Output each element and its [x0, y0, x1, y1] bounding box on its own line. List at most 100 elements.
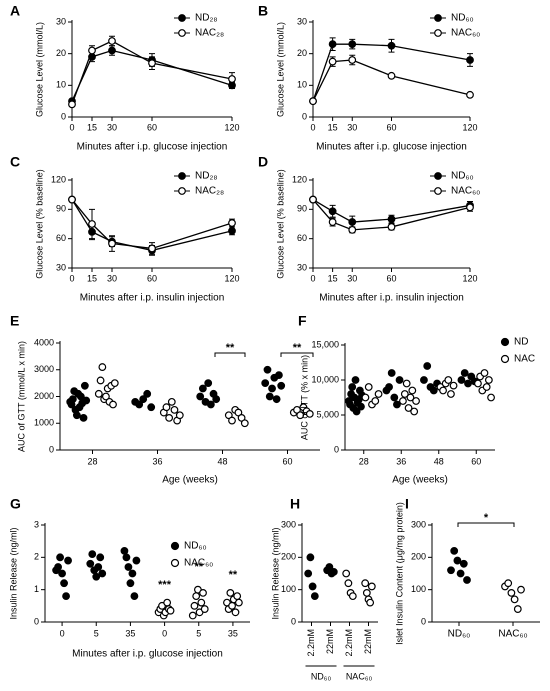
data-point [348, 40, 357, 49]
data-point [328, 40, 337, 49]
x-axis-label: Minutes after i.p. glucose injection [316, 142, 467, 153]
data-point [188, 611, 197, 620]
data-point [231, 608, 240, 617]
x-tick-label: 28 [87, 456, 97, 466]
data-point [460, 369, 469, 377]
x-tick-label: 60 [147, 273, 157, 283]
legend-marker [434, 172, 442, 180]
legend-marker [500, 354, 510, 364]
x-tick-label: 0 [60, 628, 65, 638]
data-point [400, 390, 409, 398]
y-tick-label: 90 [56, 204, 66, 214]
data-point [459, 559, 468, 568]
data-point [228, 219, 236, 227]
data-point [513, 605, 522, 613]
legend-label: ND [514, 337, 528, 348]
legend-label: ND₂₈ [195, 13, 217, 24]
y-tick-label: 60 [297, 233, 307, 243]
data-point [328, 207, 337, 216]
data-point [128, 569, 137, 578]
data-point [148, 244, 156, 253]
data-point [385, 383, 393, 391]
series-line [71, 199, 233, 250]
legend-label: ND₆₀ [451, 13, 474, 24]
data-point [466, 90, 474, 99]
data-point [342, 569, 351, 578]
data-point [429, 386, 438, 395]
data-point [484, 376, 493, 384]
data-point [275, 371, 283, 380]
y-tick-label: 2000 [34, 391, 54, 401]
x-tick-label: 36 [152, 456, 162, 466]
y-tick-label: 2 [34, 552, 39, 562]
data-point [109, 400, 117, 409]
data-point [102, 392, 110, 401]
x-tick-label: 60 [147, 122, 157, 132]
data-point [364, 383, 373, 391]
data-point [108, 46, 116, 55]
data-point [310, 592, 319, 601]
panel-letter: C [10, 154, 20, 170]
data-point [308, 582, 317, 591]
data-point [234, 598, 243, 607]
x-tick-label: 0 [69, 273, 74, 283]
y-tick-label: 10 [56, 80, 66, 90]
data-point [199, 589, 207, 597]
y-tick-label: 1 [34, 584, 39, 594]
y-axis-label: Insulin Release (ng/ml) [270, 527, 280, 619]
y-tick-label: 100 [281, 584, 296, 594]
data-point [402, 379, 411, 388]
data-point [328, 57, 337, 66]
y-tick-label: 120 [292, 174, 307, 184]
data-point [212, 395, 221, 404]
y-tick-label: 20 [56, 48, 66, 58]
legend-marker [170, 558, 180, 568]
data-point [393, 400, 401, 409]
panel-letter: E [10, 313, 19, 329]
y-tick-label: 20 [297, 48, 307, 58]
x-tick-label: 120 [224, 122, 239, 132]
significance-label: *** [158, 579, 172, 591]
data-point [457, 376, 466, 384]
data-point [110, 379, 119, 388]
y-tick-label: 5,000 [316, 409, 339, 419]
data-point [165, 414, 174, 422]
data-point [348, 56, 357, 64]
y-tick-label: 200 [281, 552, 296, 562]
data-point [198, 384, 207, 393]
data-point [192, 592, 201, 601]
data-point [305, 409, 314, 418]
x-tick-label: 48 [217, 456, 227, 466]
data-point [487, 393, 495, 402]
data-point [190, 601, 199, 610]
data-point [265, 392, 274, 401]
x-axis-label: Minutes after i.p. insulin injection [80, 293, 225, 304]
data-point [423, 362, 432, 370]
legend-label: NAC₂₈ [195, 186, 224, 197]
data-point [328, 218, 337, 226]
data-point [466, 56, 474, 64]
data-point [277, 381, 286, 390]
significance-label: ** [194, 561, 203, 573]
y-tick-label: 0 [302, 111, 307, 121]
x-tick-label: 30 [107, 122, 117, 132]
significance-label: ** [293, 342, 302, 354]
data-point [466, 203, 474, 212]
data-point [517, 585, 525, 594]
y-tick-label: 100 [411, 584, 426, 594]
x-tick-label: 22mM [325, 629, 335, 654]
data-point [507, 589, 516, 597]
panel-letter: H [290, 496, 300, 512]
x-axis-label: Minutes after i.p. glucose injection [77, 142, 228, 153]
data-point [56, 553, 64, 562]
data-point [504, 579, 513, 588]
data-point [456, 569, 465, 578]
data-point [447, 390, 455, 398]
x-tick-label: 22mM [363, 629, 373, 654]
legend-marker [434, 14, 442, 22]
x-tick-label: 120 [462, 122, 477, 132]
x-tick-label: 35 [125, 628, 135, 638]
data-point [108, 239, 116, 248]
legend-label: ND₂₈ [195, 171, 217, 182]
significance-bracket [214, 352, 246, 357]
